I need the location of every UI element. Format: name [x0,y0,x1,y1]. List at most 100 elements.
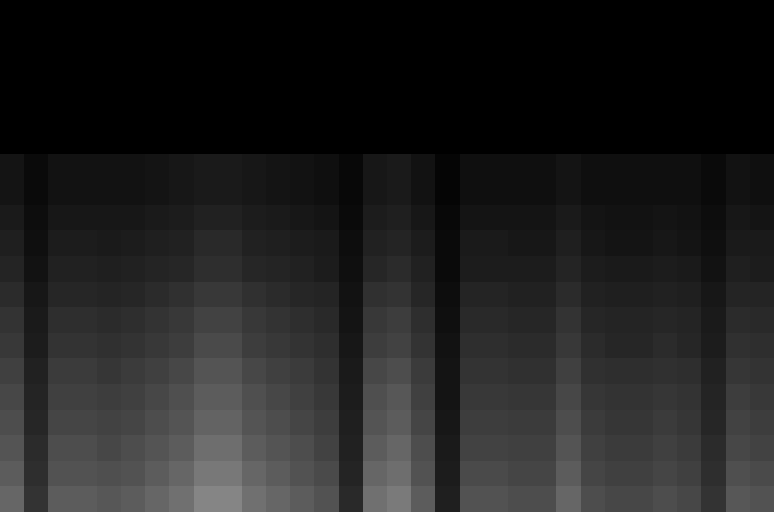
heatmap-cell [411,77,436,103]
heatmap-cell [677,410,702,436]
heatmap-cell [121,179,146,205]
heatmap-cell [629,435,654,461]
heatmap-cell [629,179,654,205]
heatmap-cell [266,410,291,436]
heatmap-cell [460,256,485,282]
heatmap-cell [169,461,194,487]
heatmap-cell [145,282,170,308]
heatmap-cell [339,435,364,461]
heatmap-cell [387,435,412,461]
heatmap-cell [169,128,194,154]
heatmap-cell [0,358,25,384]
heatmap-cell [121,486,146,512]
heatmap-cell [48,205,73,231]
heatmap-cell [169,154,194,180]
heatmap-cell [169,384,194,410]
heatmap-cell [387,333,412,359]
heatmap-cell [194,179,219,205]
heatmap-cell [653,128,678,154]
heatmap-cell [653,358,678,384]
heatmap-cell [48,256,73,282]
heatmap-cell [0,51,25,77]
heatmap-cell [169,307,194,333]
heatmap-cell [194,230,219,256]
heatmap-cell [653,26,678,52]
heatmap-cell [24,154,49,180]
heatmap-cell [290,128,315,154]
heatmap-cell [242,282,267,308]
heatmap-cell [435,384,460,410]
heatmap-cell [24,77,49,103]
heatmap-cell [726,256,751,282]
heatmap-cell [629,154,654,180]
heatmap-cell [363,0,388,26]
heatmap-cell [484,307,509,333]
heatmap-cell [532,435,557,461]
heatmap-cell [121,230,146,256]
heatmap-cell [484,51,509,77]
heatmap-cell [169,77,194,103]
heatmap-cell [242,307,267,333]
heatmap-cell [121,282,146,308]
heatmap-cell [314,26,339,52]
heatmap-cell [701,102,726,128]
heatmap-cell [218,26,243,52]
heatmap-cell [484,154,509,180]
heatmap-cell [97,282,122,308]
heatmap-cell [701,205,726,231]
heatmap-cell [363,154,388,180]
heatmap-cell [508,410,533,436]
heatmap-cell [435,358,460,384]
heatmap-cell [484,461,509,487]
heatmap-cell [411,461,436,487]
heatmap-cell [484,435,509,461]
heatmap-cell [508,435,533,461]
heatmap-cell [677,26,702,52]
heatmap-cell [387,205,412,231]
heatmap-cell [556,51,581,77]
heatmap-cell [581,154,606,180]
heatmap-cell [460,282,485,308]
heatmap-cell [581,205,606,231]
heatmap-cell [677,282,702,308]
heatmap-cell [387,384,412,410]
heatmap-cell [97,307,122,333]
heatmap-cell [339,282,364,308]
heatmap-cell [97,230,122,256]
heatmap-cell [339,256,364,282]
heatmap-cell [145,154,170,180]
heatmap-cell [48,128,73,154]
heatmap-cell [314,461,339,487]
heatmap-cell [48,410,73,436]
heatmap-cell [556,384,581,410]
heatmap-cell [0,179,25,205]
heatmap-cell [532,333,557,359]
heatmap-cell [145,128,170,154]
heatmap-cell [701,77,726,103]
heatmap-cell [218,230,243,256]
heatmap-cell [314,358,339,384]
heatmap-cell [242,205,267,231]
heatmap-cell [194,26,219,52]
heatmap-cell [48,461,73,487]
heatmap-cell [363,102,388,128]
heatmap-cell [653,102,678,128]
heatmap-cell [24,128,49,154]
heatmap-cell [363,333,388,359]
heatmap-cell [24,461,49,487]
heatmap-cell [169,26,194,52]
heatmap-cell [314,102,339,128]
heatmap-cell [0,410,25,436]
heatmap-cell [750,358,774,384]
heatmap-cell [218,102,243,128]
heatmap-cell [145,230,170,256]
heatmap-cell [242,256,267,282]
heatmap-cell [363,486,388,512]
heatmap-cell [508,307,533,333]
heatmap-cell [266,179,291,205]
heatmap-cell [484,77,509,103]
heatmap-cell [435,205,460,231]
heatmap-cell [556,486,581,512]
heatmap-cell [97,384,122,410]
heatmap-cell [73,102,98,128]
